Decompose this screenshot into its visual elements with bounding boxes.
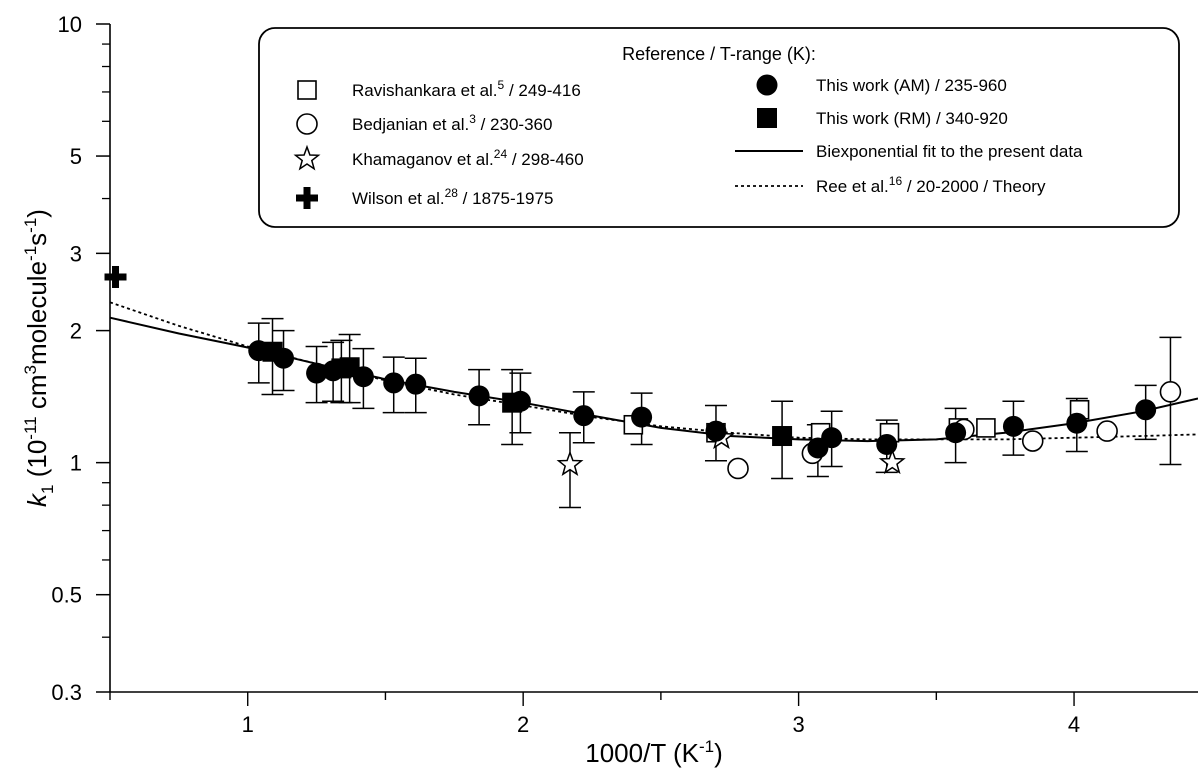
legend-label: Biexponential fit to the present data xyxy=(816,142,1083,161)
x-tick-label: 1 xyxy=(242,712,254,737)
y-tick-label: 3 xyxy=(70,241,82,266)
marker-open-star xyxy=(878,448,906,475)
plus-bar-v xyxy=(303,187,311,209)
marker-filled-circle xyxy=(573,405,595,427)
legend-title: Reference / T-range (K): xyxy=(622,44,816,64)
x-axis-title: 1000/T (K-1) xyxy=(585,737,723,768)
x-tick-label: 4 xyxy=(1068,712,1080,737)
legend-label: Ravishankara et al.5 / 249-416 xyxy=(352,78,581,100)
marker-filled-circle xyxy=(631,406,653,428)
marker-filled-circle xyxy=(383,372,405,394)
marker-filled-square xyxy=(502,392,523,413)
marker-filled-circle xyxy=(756,74,778,96)
y-tick-label: 10 xyxy=(58,12,82,37)
marker-plus xyxy=(104,265,127,288)
marker-filled-square xyxy=(262,341,283,362)
axes: 0.3 0.5 1 2 3 5 10 1 2 3 4 xyxy=(51,12,1198,737)
legend-label: Bedjanian et al.3 / 230-360 xyxy=(352,112,552,134)
legend-label: This work (RM) / 340-920 xyxy=(816,109,1008,128)
data-markers xyxy=(104,265,1182,480)
marker-filled-square xyxy=(772,426,793,447)
y-tick-label: 5 xyxy=(70,144,82,169)
marker-open-circle xyxy=(296,113,318,135)
marker-open-circle xyxy=(727,457,749,480)
legend-label: Ree et al.16 / 20-2000 / Theory xyxy=(816,174,1046,196)
error-bars xyxy=(247,317,1182,509)
axis-titles: 1000/T (K-1) k1 (10-11 cm3molecule-1s-1) xyxy=(21,209,723,768)
y-tick-label: 1 xyxy=(70,451,82,476)
x-tick-label: 2 xyxy=(517,712,529,737)
y-tick-label: 0.5 xyxy=(51,583,82,608)
marker-open-star xyxy=(293,144,321,171)
marker-filled-circle xyxy=(306,362,328,384)
legend-label: Khamaganov et al.24 / 298-460 xyxy=(352,147,584,169)
marker-open-circle xyxy=(1096,420,1118,442)
legend-label: Wilson et al.28 / 1875-1975 xyxy=(352,186,553,208)
y-axis-title: k1 (10-11 cm3molecule-1s-1) xyxy=(21,209,57,507)
y-tick-label: 0.3 xyxy=(51,680,82,705)
legend: Reference / T-range (K): Ravishankara et … xyxy=(258,27,1180,228)
marker-open-square xyxy=(297,80,317,100)
marker-filled-circle xyxy=(405,373,427,395)
marker-open-circle xyxy=(1159,381,1182,403)
marker-plus xyxy=(296,187,318,209)
marker-filled-circle xyxy=(1135,399,1157,421)
marker-open-circle xyxy=(1021,430,1044,452)
marker-open-star xyxy=(556,450,584,477)
marker-open-square xyxy=(976,418,996,438)
legend-box xyxy=(258,27,1180,228)
legend-label: This work (AM) / 235-960 xyxy=(816,76,1007,95)
x-tick-label: 3 xyxy=(792,712,804,737)
plus-bar-v xyxy=(112,265,120,288)
marker-filled-square xyxy=(757,108,777,128)
y-tick-label: 2 xyxy=(70,319,82,344)
marker-filled-circle xyxy=(705,420,727,442)
marker-filled-circle xyxy=(468,385,490,407)
marker-filled-circle xyxy=(945,422,967,444)
marker-filled-square xyxy=(339,357,360,378)
marker-filled-circle xyxy=(876,433,898,455)
marker-filled-circle xyxy=(821,427,843,449)
marker-filled-circle xyxy=(1002,415,1024,437)
marker-filled-circle xyxy=(1066,412,1088,434)
